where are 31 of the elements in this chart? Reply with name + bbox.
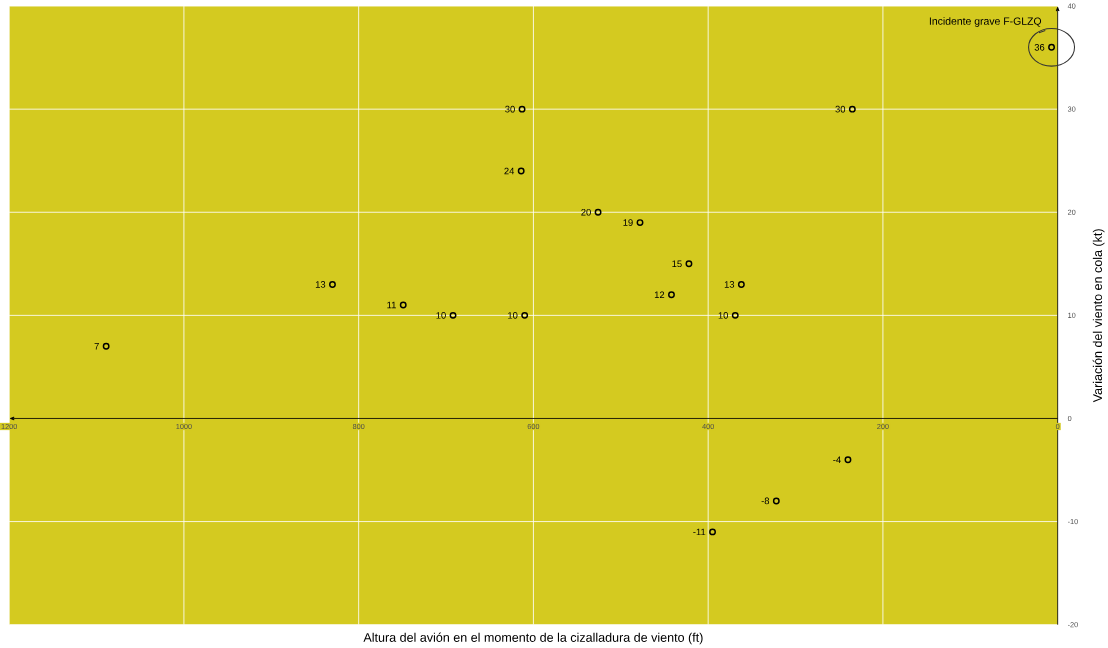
annotation: Incidente grave F-GLZQ — [929, 17, 1042, 27]
data-label: 12 — [654, 291, 665, 299]
point — [102, 342, 110, 350]
point — [518, 105, 526, 113]
point — [636, 219, 644, 227]
point — [848, 105, 856, 113]
point — [844, 456, 852, 464]
point — [521, 312, 529, 319]
data-label: -11 — [693, 528, 706, 536]
y-axis-title: Variación del viento en cola (kt) — [1092, 229, 1105, 403]
data-label: 19 — [623, 219, 633, 226]
point — [772, 497, 780, 505]
point — [1048, 43, 1055, 51]
data-label: 7 — [94, 343, 99, 350]
data-label: 11 — [387, 301, 396, 309]
data-label: 20 — [581, 209, 591, 216]
x-axis-title: Altura del avión en el momento de la cizalladura de viento (ft) — [363, 632, 703, 645]
point — [329, 281, 336, 288]
data-label: 24 — [504, 167, 515, 175]
point — [731, 312, 739, 319]
data-label: 36 — [1034, 44, 1045, 51]
point — [668, 291, 675, 299]
point — [449, 312, 457, 319]
point — [737, 281, 745, 288]
data-label: -8 — [761, 497, 770, 505]
point — [709, 528, 716, 536]
point — [685, 260, 693, 268]
data-label: -4 — [833, 456, 841, 464]
data-label: 13 — [315, 281, 326, 288]
data-label: 15 — [672, 260, 682, 268]
data-label: 13 — [724, 281, 735, 288]
